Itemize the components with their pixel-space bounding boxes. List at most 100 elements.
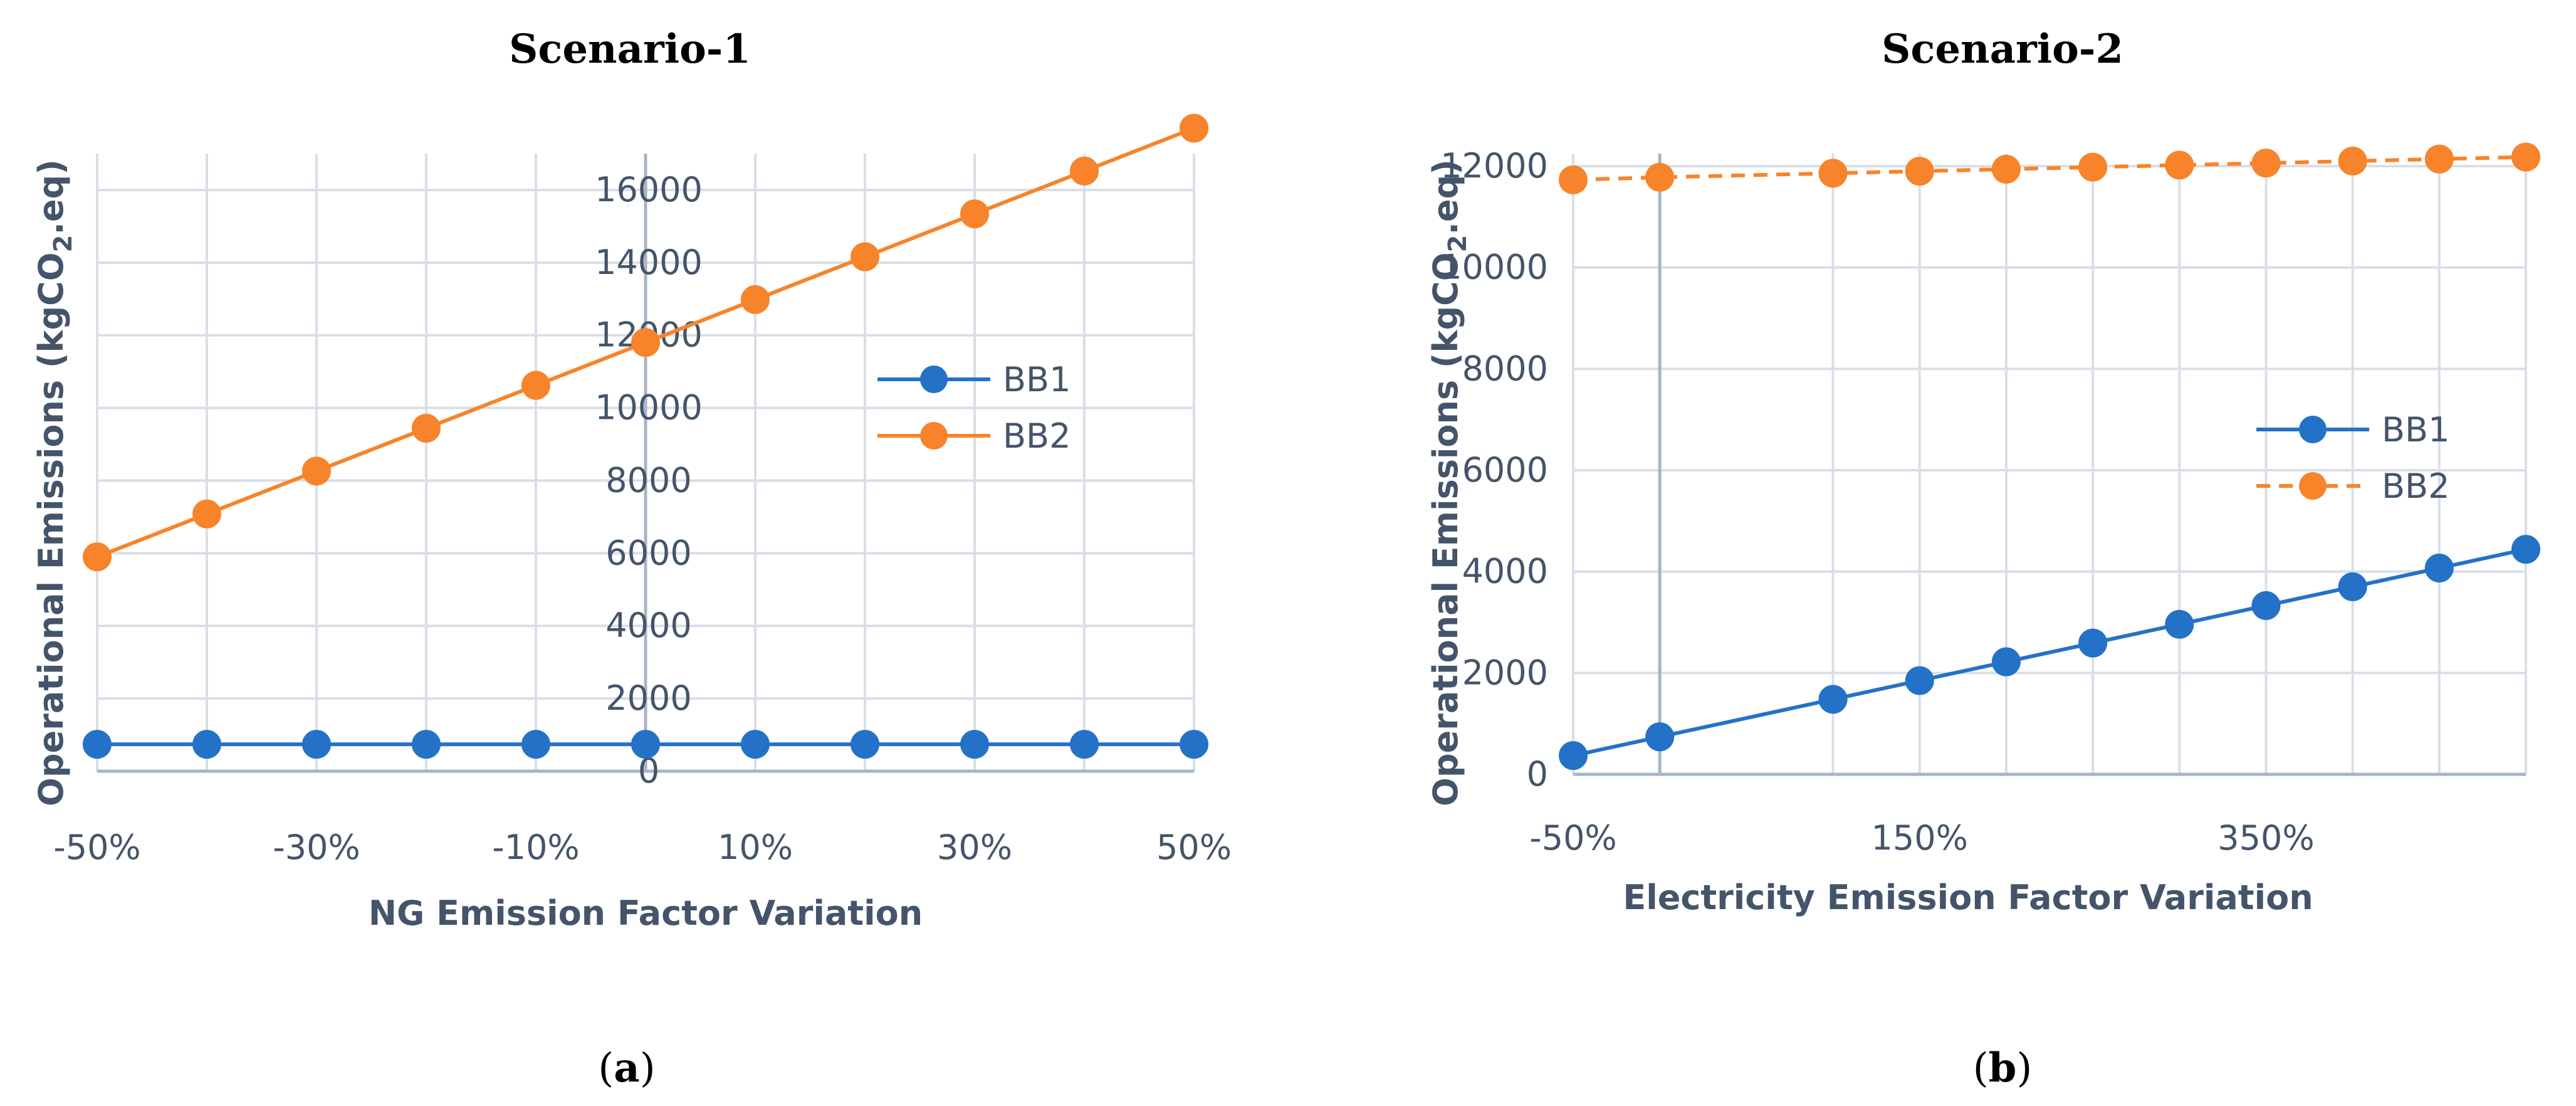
axes	[97, 154, 1194, 773]
legend-label: BB1	[2382, 410, 2449, 450]
data-point-bb2	[1991, 154, 2021, 184]
data-point-bb2	[851, 242, 879, 271]
data-point-bb2	[960, 199, 989, 229]
data-point-bb2	[1559, 165, 1588, 194]
y-axis-label: Operational Emissions (kgCO2.eq)	[31, 159, 78, 806]
data-point-bb2	[1180, 113, 1208, 143]
data-series	[83, 113, 1208, 759]
data-point-bb1	[631, 730, 660, 759]
data-series	[1559, 142, 2540, 771]
chart-scenario-1: Scenario-1 02000400060008000100001200014…	[31, 26, 1232, 1092]
y-tick-label: 10000	[1440, 248, 1548, 287]
y-tick-label: 6000	[1462, 450, 1548, 490]
y-axis-label: Operational Emissions (kgCO2.eq)	[1426, 159, 1472, 806]
data-point-bb2	[1905, 157, 1934, 186]
x-tick-label: 350%	[2217, 818, 2314, 858]
chart-scenario-2: Scenario-2 0 2000 4000 6000 8000 10000 12000 -…	[1426, 26, 2540, 1092]
y-tick-label: 12000	[1440, 146, 1548, 186]
axes	[1573, 154, 2526, 776]
panel-letter: a	[614, 1045, 639, 1092]
data-point-bb2	[2165, 150, 2194, 180]
data-point-bb2	[192, 499, 221, 529]
data-point-bb1	[1180, 730, 1208, 759]
chart-title-scenario-1: Scenario-1	[509, 26, 751, 73]
legend-label: BB2	[2382, 466, 2449, 506]
data-point-bb1	[1559, 741, 1588, 771]
y-tick-label: 8000	[1462, 349, 1548, 388]
data-point-bb2	[1645, 162, 1675, 192]
data-point-bb1	[1905, 666, 1934, 695]
x-tick-label: -30%	[273, 828, 360, 867]
data-point-bb1	[2424, 554, 2454, 583]
data-point-bb2	[521, 371, 550, 400]
x-tick-label: -10%	[492, 828, 580, 867]
data-point-bb2	[2338, 146, 2367, 176]
x-tick-label: 30%	[937, 828, 1012, 867]
legend-marker	[2299, 416, 2327, 443]
legend-label: BB2	[1003, 416, 1071, 456]
y-tick-label: 16000	[595, 170, 703, 209]
y-tick-label: 4000	[605, 606, 691, 645]
gridlines	[1572, 154, 2527, 774]
data-point-bb1	[2511, 535, 2540, 564]
data-point-bb2	[631, 328, 660, 357]
data-point-bb1	[1645, 722, 1675, 752]
data-point-bb1	[2078, 628, 2108, 658]
y-tick-label: 4000	[1462, 552, 1548, 591]
y-tick-label: 2000	[1462, 653, 1548, 692]
x-tick-label: 10%	[718, 828, 793, 867]
series-line-bb1	[1573, 547, 2526, 758]
legend-marker	[920, 366, 948, 393]
x-tick-label: 50%	[1156, 828, 1232, 867]
panel-label-b: (b)	[1973, 1045, 2033, 1092]
data-point-bb2	[2251, 149, 2281, 178]
x-axis-label: NG Emission Factor Variation	[369, 893, 923, 933]
y-tick-label: 14000	[595, 243, 703, 282]
data-point-bb2	[2078, 152, 2108, 182]
legend-marker	[920, 422, 948, 450]
data-point-bb1	[960, 730, 989, 759]
data-point-bb1	[2251, 591, 2281, 620]
data-point-bb2	[2424, 144, 2454, 174]
x-tick-labels: -50% 150% 350%	[1529, 818, 2314, 858]
series-line-bb2	[1573, 155, 2526, 182]
y-tick-label: 8000	[605, 460, 691, 500]
data-point-bb2	[2511, 142, 2540, 172]
data-point-bb1	[1818, 685, 1848, 714]
y-tick-label: 10000	[595, 388, 703, 428]
y-tick-label: 0	[1527, 754, 1548, 794]
x-tick-label: -50%	[53, 828, 141, 867]
data-point-bb1	[302, 730, 331, 759]
data-point-bb1	[521, 730, 550, 759]
y-tick-labels: 0200040006000800010000120001400016000	[595, 170, 703, 791]
data-point-bb1	[1070, 730, 1099, 759]
data-point-bb1	[1991, 647, 2021, 677]
y-tick-label: 2000	[605, 678, 691, 718]
data-point-bb2	[83, 542, 112, 572]
data-point-bb1	[2165, 609, 2194, 639]
panel-label-a: (a)	[598, 1045, 655, 1092]
data-point-bb2	[412, 414, 441, 443]
chart-title-scenario-2: Scenario-2	[1882, 26, 2123, 73]
panel-letter: b	[1989, 1045, 2017, 1092]
x-tick-labels: -50% -30% -10% 10% 30% 50%	[53, 828, 1232, 867]
data-point-bb1	[851, 730, 879, 759]
data-point-bb1	[741, 730, 770, 759]
data-point-bb1	[83, 730, 112, 759]
y-tick-labels: 0 2000 4000 6000 8000 10000 12000	[1440, 146, 1548, 794]
data-point-bb2	[741, 285, 770, 314]
x-tick-label: -50%	[1529, 818, 1617, 858]
x-tick-label: 150%	[1872, 818, 1968, 858]
legend-label: BB1	[1003, 360, 1071, 399]
data-point-bb2	[302, 456, 331, 486]
data-point-bb1	[412, 730, 441, 759]
data-point-bb1	[2338, 572, 2367, 601]
legend-marker	[2299, 472, 2327, 500]
data-point-bb2	[1070, 156, 1099, 186]
data-point-bb1	[192, 730, 221, 759]
data-point-bb2	[1818, 159, 1848, 188]
x-axis-label: Electricity Emission Factor Variation	[1623, 878, 2313, 917]
